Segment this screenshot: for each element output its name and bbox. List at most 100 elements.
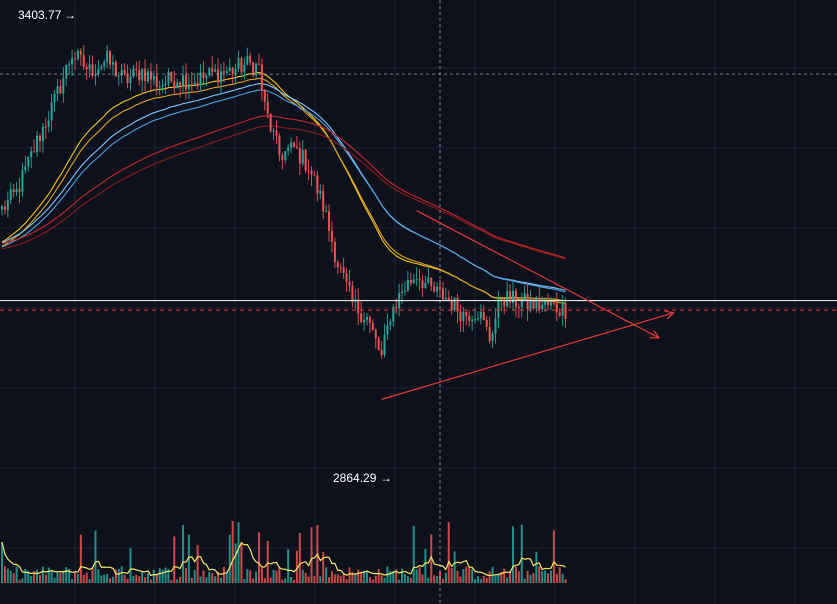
candle-body — [401, 291, 404, 293]
candle-body — [9, 189, 12, 200]
volume-bar — [371, 579, 374, 583]
candle-body — [56, 86, 59, 94]
candle-body — [549, 302, 552, 306]
candle-body — [272, 130, 275, 132]
candle-body — [65, 64, 68, 79]
volume-bar — [363, 570, 366, 583]
candle-body — [339, 267, 342, 269]
volume-bar — [123, 574, 126, 583]
candle-body — [257, 63, 260, 65]
candle-body — [374, 330, 377, 339]
candle-body — [357, 299, 360, 314]
candle-body — [514, 290, 517, 307]
resistance-trendline — [416, 210, 660, 339]
candle-body — [348, 281, 351, 286]
candle-body — [123, 69, 126, 75]
candle-body — [59, 86, 62, 94]
volume-bar — [523, 578, 526, 583]
moving-averages — [1, 71, 566, 305]
volume-bar — [111, 576, 114, 583]
candle-body — [187, 84, 190, 90]
candle-body — [503, 301, 506, 307]
volume-bar — [313, 575, 316, 583]
volume-bar — [558, 567, 561, 583]
volume-bar — [474, 579, 477, 583]
volume-bar — [120, 566, 123, 583]
candle-body — [517, 306, 520, 308]
volume-bar — [24, 569, 27, 583]
volume-bar — [342, 573, 345, 583]
volume-bar — [85, 572, 88, 583]
volume-bar — [549, 570, 552, 583]
volume-bar — [468, 567, 471, 583]
volume-bar — [456, 570, 459, 583]
volume-bar — [50, 569, 53, 583]
volume-bar — [339, 576, 342, 583]
volume-bar — [465, 566, 468, 583]
volume-bar — [348, 567, 351, 583]
candle-body — [491, 333, 494, 341]
volume-bar — [15, 566, 18, 583]
candle-body — [295, 147, 298, 149]
candle-body — [103, 62, 106, 67]
candle-body — [144, 68, 147, 82]
candle-body — [214, 69, 217, 72]
candle-body — [208, 68, 211, 76]
volume-bar — [12, 573, 15, 583]
candle-body — [228, 67, 231, 72]
high-price-label: 3403.77 — [18, 8, 62, 22]
candle-body — [450, 300, 453, 311]
candle-body — [468, 315, 471, 321]
candle-body — [544, 300, 547, 305]
volume-bar — [275, 570, 278, 583]
candle-body — [424, 282, 427, 289]
candles — [1, 45, 567, 359]
candle-body — [53, 93, 56, 103]
volume-bar — [1, 542, 3, 583]
candle-body — [184, 75, 187, 90]
volume-bar — [564, 579, 567, 583]
volume-bar — [257, 532, 260, 583]
candle-body — [298, 147, 301, 164]
volume-bar — [544, 570, 547, 583]
volume-bar — [403, 574, 406, 583]
candle-body — [301, 149, 304, 164]
volume-bar — [82, 574, 85, 583]
volume-bar — [161, 569, 164, 583]
candle-body — [494, 318, 497, 334]
candle-body — [240, 58, 243, 73]
candle-body — [547, 300, 550, 306]
candle-body — [535, 298, 538, 309]
volume-bar — [249, 570, 252, 583]
candle-body — [389, 321, 392, 326]
candle-body — [330, 230, 333, 242]
volume-bar — [476, 576, 479, 583]
volume-bar — [199, 576, 202, 583]
candle-body — [106, 50, 109, 63]
volume-bar — [494, 575, 497, 583]
candle-body — [281, 155, 284, 161]
volume-bar — [138, 576, 141, 583]
candle-body — [287, 147, 290, 152]
volume-bar — [301, 569, 304, 583]
volume-bar — [281, 579, 284, 583]
candle-body — [307, 170, 310, 172]
candle-body — [488, 326, 491, 341]
candle-body — [211, 68, 214, 72]
candle-body — [266, 101, 269, 114]
candle-body — [111, 62, 114, 65]
candle-body — [135, 68, 138, 71]
candle-body — [459, 311, 462, 322]
volume-bar — [255, 571, 258, 583]
volume-bar — [471, 569, 474, 583]
volume-bar — [27, 570, 30, 583]
volume-bar — [351, 572, 354, 583]
candle-body — [500, 298, 503, 302]
volume-bar — [18, 579, 21, 583]
candle-body — [316, 175, 319, 194]
candle-body — [392, 306, 395, 322]
volume-bar — [383, 577, 386, 583]
volume-bar — [322, 552, 325, 583]
